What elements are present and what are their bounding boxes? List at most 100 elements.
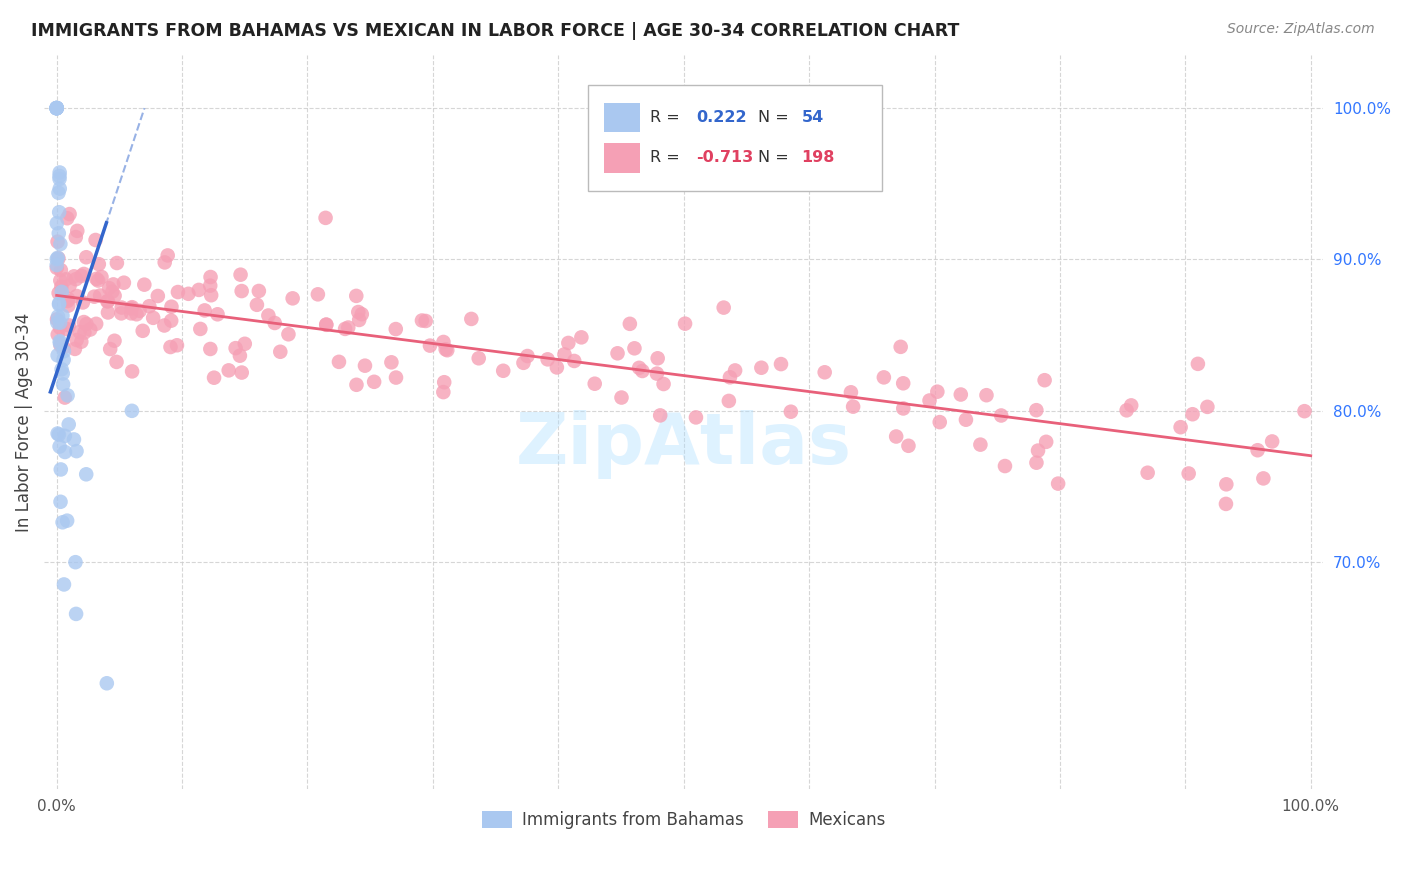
- Point: [315, 318, 337, 332]
- Point: [63, 269, 86, 284]
- Text: -0.713: -0.713: [696, 151, 754, 165]
- Point: [48, 186, 70, 200]
- Point: [928, 415, 950, 429]
- Point: [125, 307, 148, 321]
- Point: [65, 555, 87, 569]
- Text: 198: 198: [801, 151, 835, 165]
- Text: 54: 54: [801, 110, 824, 125]
- Point: [121, 364, 143, 378]
- Point: [411, 313, 433, 327]
- Point: [46, 235, 69, 249]
- Point: [134, 277, 156, 292]
- Point: [45, 260, 67, 275]
- Point: [98, 281, 121, 295]
- Point: [66, 224, 89, 238]
- Point: [200, 278, 222, 293]
- Point: [48, 334, 70, 349]
- Point: [1181, 407, 1204, 421]
- Text: 0.222: 0.222: [696, 110, 747, 125]
- Point: [160, 313, 183, 327]
- Point: [628, 360, 651, 375]
- Point: [65, 272, 87, 286]
- Point: [89, 288, 111, 302]
- Text: ZipAtlas: ZipAtlas: [516, 409, 852, 479]
- Point: [647, 351, 669, 366]
- Point: [146, 289, 169, 303]
- Point: [229, 268, 252, 282]
- Point: [49, 316, 72, 330]
- Point: [48, 440, 70, 454]
- Point: [194, 303, 217, 318]
- Point: [105, 355, 128, 369]
- Point: [233, 336, 256, 351]
- Point: [46, 315, 69, 329]
- Point: [650, 409, 672, 423]
- Point: [231, 284, 253, 298]
- Point: [53, 391, 76, 405]
- Point: [49, 336, 72, 351]
- Point: [90, 269, 112, 284]
- Point: [350, 307, 373, 321]
- Point: [70, 268, 93, 283]
- Point: [51, 279, 73, 293]
- Point: [105, 256, 128, 270]
- Point: [891, 401, 914, 416]
- Point: [75, 467, 97, 482]
- Point: [56, 388, 79, 402]
- Point: [58, 278, 80, 293]
- Point: [51, 285, 73, 299]
- Point: [583, 376, 606, 391]
- Point: [58, 207, 80, 221]
- Point: [51, 362, 73, 376]
- Point: [87, 274, 110, 288]
- Point: [218, 363, 240, 377]
- Point: [84, 317, 107, 331]
- Point: [45, 252, 67, 267]
- Point: [48, 169, 70, 183]
- Point: [45, 101, 67, 115]
- Point: [685, 410, 707, 425]
- Point: [516, 349, 538, 363]
- Point: [48, 296, 70, 310]
- Point: [48, 172, 70, 186]
- Point: [45, 101, 67, 115]
- Point: [53, 429, 76, 443]
- Point: [1170, 420, 1192, 434]
- Point: [132, 324, 155, 338]
- Point: [48, 286, 70, 301]
- Point: [55, 272, 77, 286]
- Point: [623, 341, 645, 355]
- Point: [347, 305, 370, 319]
- Point: [1215, 497, 1237, 511]
- Point: [990, 409, 1012, 423]
- Point: [1115, 403, 1137, 417]
- Point: [66, 289, 89, 303]
- Bar: [605, 144, 640, 172]
- Point: [52, 352, 75, 367]
- Point: [1025, 456, 1047, 470]
- Point: [49, 181, 72, 195]
- Point: [56, 293, 79, 308]
- Point: [434, 343, 457, 357]
- Point: [918, 393, 941, 408]
- Point: [73, 326, 96, 340]
- Text: Source: ZipAtlas.com: Source: ZipAtlas.com: [1227, 22, 1375, 37]
- Point: [884, 429, 907, 443]
- Point: [231, 366, 253, 380]
- Point: [1197, 400, 1219, 414]
- Point: [1025, 403, 1047, 417]
- Point: [546, 360, 568, 375]
- Point: [337, 320, 360, 334]
- Text: IMMIGRANTS FROM BAHAMAS VS MEXICAN IN LABOR FORCE | AGE 30-34 CORRELATION CHART: IMMIGRANTS FROM BAHAMAS VS MEXICAN IN LA…: [31, 22, 959, 40]
- Point: [52, 577, 75, 591]
- Point: [645, 367, 668, 381]
- Point: [606, 346, 628, 360]
- Point: [1177, 467, 1199, 481]
- Point: [45, 101, 67, 115]
- Point: [46, 327, 69, 342]
- Point: [120, 306, 142, 320]
- Point: [45, 101, 67, 115]
- Point: [955, 413, 977, 427]
- Point: [315, 318, 337, 332]
- Point: [101, 285, 124, 299]
